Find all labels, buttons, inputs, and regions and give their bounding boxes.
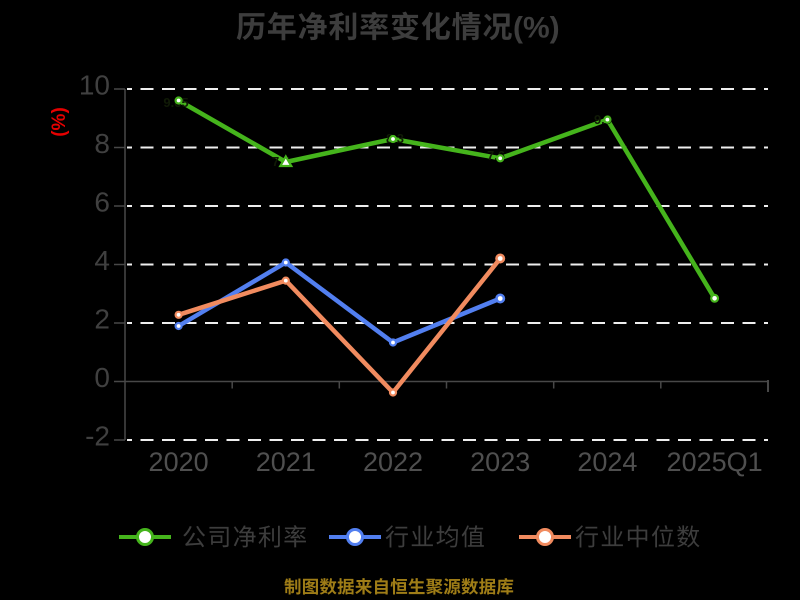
svg-text:2: 2 xyxy=(94,304,110,335)
svg-text:2025Q1: 2025Q1 xyxy=(667,447,763,477)
svg-text:8: 8 xyxy=(94,128,110,159)
svg-text:(%): (%) xyxy=(513,12,560,45)
svg-text:2023: 2023 xyxy=(470,447,530,477)
svg-text:6: 6 xyxy=(94,187,110,218)
svg-text:2024: 2024 xyxy=(577,447,637,477)
svg-text:-2: -2 xyxy=(85,421,110,452)
svg-text:2020: 2020 xyxy=(149,447,209,477)
svg-text:2021: 2021 xyxy=(256,447,316,477)
svg-text:(%): (%) xyxy=(49,107,70,137)
svg-text:0: 0 xyxy=(94,362,110,393)
svg-text:2022: 2022 xyxy=(363,447,423,477)
svg-text:10: 10 xyxy=(79,70,110,101)
svg-text:4: 4 xyxy=(94,245,110,276)
